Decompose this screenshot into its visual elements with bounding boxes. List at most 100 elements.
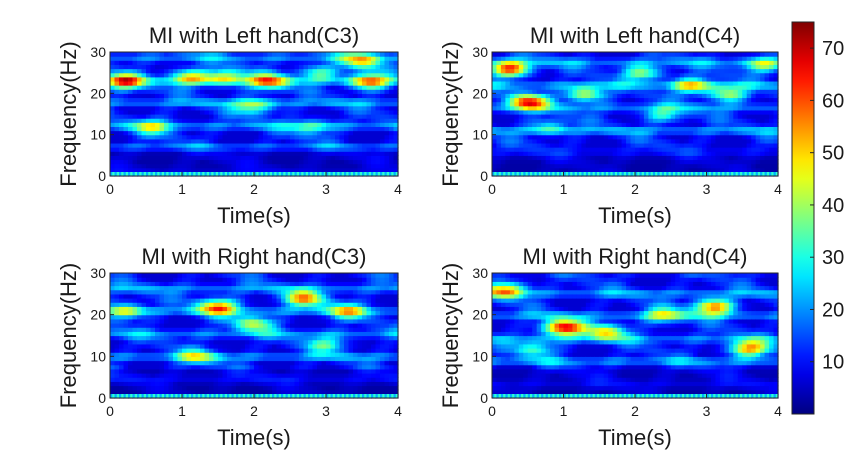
heatmap-cell xyxy=(249,163,255,169)
heatmap-cell xyxy=(742,147,748,152)
heatmap-cell xyxy=(737,80,743,86)
heatmap-cell xyxy=(393,85,399,90)
heatmap-cell xyxy=(312,159,318,165)
heatmap-cell xyxy=(168,105,174,111)
heatmap-cell xyxy=(599,93,605,99)
heatmap-cell xyxy=(321,147,327,152)
heatmap-cell xyxy=(155,277,161,282)
heatmap-cell xyxy=(518,105,524,111)
heatmap-cell xyxy=(719,172,723,176)
heatmap-cell xyxy=(114,109,120,115)
heatmap-cell xyxy=(760,134,766,140)
heatmap-cell xyxy=(585,147,591,152)
heatmap-cell xyxy=(545,138,551,144)
heatmap-cell xyxy=(132,343,138,349)
heatmap-cell xyxy=(719,151,725,156)
heatmap-cell xyxy=(267,56,273,61)
heatmap-cell xyxy=(760,142,766,148)
heatmap-cell xyxy=(639,97,645,103)
heatmap-cell xyxy=(708,172,712,176)
heatmap-cell xyxy=(751,60,757,65)
heatmap-cell xyxy=(258,85,264,90)
heatmap-cell xyxy=(164,130,170,136)
heatmap-cell xyxy=(204,114,210,119)
heatmap-cell xyxy=(281,101,287,107)
heatmap-cell xyxy=(231,348,237,353)
heatmap-cell xyxy=(590,109,596,115)
heatmap-cell xyxy=(191,80,197,86)
heatmap-cell xyxy=(612,80,618,86)
heatmap-cell xyxy=(258,155,264,161)
heatmap-cell xyxy=(737,101,743,107)
heatmap-cell xyxy=(505,72,511,78)
heatmap-cell xyxy=(737,89,743,94)
heatmap-cell xyxy=(317,80,323,86)
heatmap-cell xyxy=(200,52,206,57)
heatmap-cell xyxy=(240,109,246,115)
heatmap-cell xyxy=(710,122,717,127)
heatmap-cell xyxy=(532,172,535,176)
heatmap-cell xyxy=(362,159,368,165)
heatmap-cell xyxy=(200,172,203,176)
heatmap-cell xyxy=(213,163,219,169)
heatmap-cell xyxy=(492,109,498,115)
heatmap-cell xyxy=(496,56,502,61)
heatmap-cell xyxy=(254,76,260,82)
heatmap-cell xyxy=(119,64,125,70)
heatmap-cell xyxy=(123,389,129,395)
heatmap-cell xyxy=(146,68,152,74)
heatmap-cell xyxy=(626,172,629,176)
heatmap-cell xyxy=(545,163,551,169)
heatmap-cell xyxy=(110,281,116,287)
heatmap-cell xyxy=(710,163,717,169)
heatmap-cell xyxy=(128,134,134,140)
heatmap-cell xyxy=(240,68,246,74)
heatmap-cell xyxy=(177,134,183,140)
heatmap-cell xyxy=(652,167,658,173)
heatmap-cell xyxy=(344,97,350,103)
heatmap-cell xyxy=(197,172,201,176)
heatmap-cell xyxy=(563,93,569,99)
heatmap-cell xyxy=(123,306,129,312)
heatmap-cell xyxy=(218,89,224,94)
heatmap-cell xyxy=(554,89,560,94)
heatmap-cell xyxy=(572,80,578,86)
heatmap-cell xyxy=(375,93,381,99)
heatmap-cell xyxy=(769,101,775,107)
heatmap-cell xyxy=(626,60,632,65)
heatmap-cell xyxy=(247,172,250,176)
heatmap-cell xyxy=(114,360,120,366)
heatmap-cell xyxy=(267,97,273,103)
heatmap-cell xyxy=(527,105,533,111)
heatmap-cell xyxy=(272,167,278,173)
heatmap-cell xyxy=(218,97,224,103)
heatmap-cell xyxy=(137,151,143,156)
heatmap-cell xyxy=(173,335,179,341)
heatmap-cell xyxy=(128,310,134,316)
heatmap-cell xyxy=(258,72,264,78)
heatmap-cell xyxy=(137,318,143,324)
heatmap-cell xyxy=(688,93,694,99)
heatmap-cell xyxy=(236,85,242,90)
heatmap-cell xyxy=(177,97,183,103)
heatmap-cell xyxy=(141,60,147,65)
heatmap-cell xyxy=(222,118,228,123)
heatmap-cell xyxy=(532,163,538,169)
heatmap-cell xyxy=(492,172,495,176)
heatmap-cell xyxy=(371,130,377,136)
heatmap-cell xyxy=(554,97,560,103)
heatmap-cell xyxy=(186,134,192,140)
heatmap-cell xyxy=(362,163,368,169)
heatmap-cell xyxy=(186,130,192,136)
heatmap-cell xyxy=(146,352,152,357)
heatmap-cell xyxy=(114,56,120,61)
heatmap-cell xyxy=(733,130,739,136)
heatmap-cell xyxy=(393,126,399,132)
heatmap-cell xyxy=(231,105,237,111)
heatmap-cell xyxy=(119,360,125,366)
heatmap-cell xyxy=(764,118,770,123)
heatmap-cell xyxy=(630,64,636,70)
heatmap-cell xyxy=(281,159,287,165)
heatmap-cell xyxy=(661,97,667,103)
heatmap-cell xyxy=(155,310,161,316)
